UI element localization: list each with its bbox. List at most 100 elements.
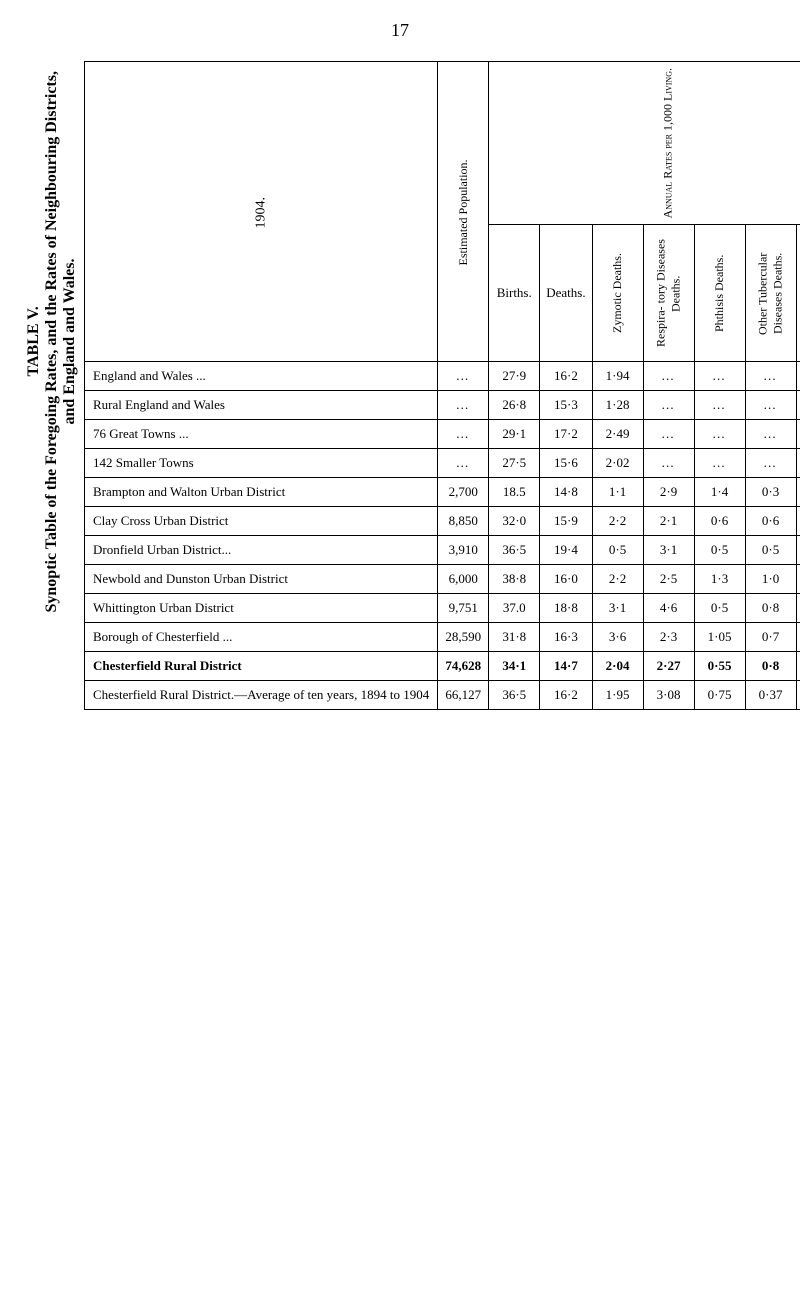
cell-respiratory: 4·6 — [643, 594, 694, 623]
cell-deaths: 14·8 — [540, 478, 592, 507]
cell-births: 27·5 — [489, 449, 540, 478]
table-row: England and Wales ...…27·916·21·94………146 — [85, 362, 800, 391]
cell-pop: … — [438, 362, 489, 391]
cell-deaths: 18·8 — [540, 594, 592, 623]
col-zymotic: Zymotic Deaths. — [592, 225, 643, 362]
cell-zymotic: 1·94 — [592, 362, 643, 391]
cell-infant: 81·5 — [796, 565, 800, 594]
table-title: TABLE V. Synoptic Table of the Foregoing… — [20, 61, 84, 623]
cell-other_tub: 0·3 — [745, 478, 796, 507]
cell-zymotic: 2·02 — [592, 449, 643, 478]
cell-other_tub: 0·8 — [745, 652, 796, 681]
cell-phthisis: 1·3 — [694, 565, 745, 594]
cell-other_tub: 0·8 — [745, 594, 796, 623]
cell-phthisis: 0·5 — [694, 536, 745, 565]
col-deaths: Deaths. — [540, 225, 592, 362]
cell-other_tub: 1·0 — [745, 565, 796, 594]
cell-infant: 118 — [796, 536, 800, 565]
cell-deaths: 14·7 — [540, 652, 592, 681]
cell-deaths: 15·3 — [540, 391, 592, 420]
cell-births: 38·8 — [489, 565, 540, 594]
cell-phthisis: 0·55 — [694, 652, 745, 681]
district-name: Dronfield Urban District... — [85, 536, 438, 565]
cell-other_tub: … — [745, 391, 796, 420]
cell-zymotic: 2·2 — [592, 507, 643, 536]
cell-phthisis: … — [694, 362, 745, 391]
cell-infant: 171 — [796, 507, 800, 536]
cell-births: 26·8 — [489, 391, 540, 420]
col-births: Births. — [489, 225, 540, 362]
cell-other_tub: 0·7 — [745, 623, 796, 652]
cell-phthisis: 1·4 — [694, 478, 745, 507]
table-row: Rural England and Wales…26·815·31·28………1… — [85, 391, 800, 420]
cell-other_tub: 0·37 — [745, 681, 796, 710]
table-row: Chesterfield Rural District74,62834·114·… — [85, 652, 800, 681]
district-name: Clay Cross Urban District — [85, 507, 438, 536]
table-row: Borough of Chesterfield ...28,59031·816·… — [85, 623, 800, 652]
cell-infant: 125 — [796, 391, 800, 420]
cell-births: 36·5 — [489, 536, 540, 565]
cell-deaths: 15·6 — [540, 449, 592, 478]
cell-zymotic: 2·2 — [592, 565, 643, 594]
cell-respiratory: … — [643, 362, 694, 391]
cell-deaths: 16·2 — [540, 681, 592, 710]
cell-phthisis: 0·5 — [694, 594, 745, 623]
cell-phthisis: … — [694, 449, 745, 478]
district-name: 142 Smaller Towns — [85, 449, 438, 478]
cell-phthisis: 1·05 — [694, 623, 745, 652]
cell-deaths: 16·0 — [540, 565, 592, 594]
col-infant: Infant Mortality per 1000 Births. — [796, 225, 800, 362]
cell-pop: 2,700 — [438, 478, 489, 507]
cell-pop: 74,628 — [438, 652, 489, 681]
cell-pop: … — [438, 391, 489, 420]
cell-births: 27·9 — [489, 362, 540, 391]
cell-other_tub: 0·6 — [745, 507, 796, 536]
cell-infant: 146 — [796, 362, 800, 391]
cell-births: 37.0 — [489, 594, 540, 623]
cell-zymotic: 0·5 — [592, 536, 643, 565]
cell-infant: 208 — [796, 594, 800, 623]
section-label: Annual Rates per 1,000 Living. — [489, 62, 800, 225]
col-other-tub: Other Tubercular Diseases Deaths. — [745, 225, 796, 362]
cell-other_tub: … — [745, 362, 796, 391]
cell-phthisis: 0·75 — [694, 681, 745, 710]
cell-respiratory: 2·3 — [643, 623, 694, 652]
cell-zymotic: 1·95 — [592, 681, 643, 710]
cell-infant: 160 — [796, 420, 800, 449]
col-estimated-pop: Estimated Population. — [438, 62, 489, 362]
district-name: Rural England and Wales — [85, 391, 438, 420]
cell-respiratory: 2·1 — [643, 507, 694, 536]
district-name: England and Wales ... — [85, 362, 438, 391]
table-row: Chesterfield Rural District.—Average of … — [85, 681, 800, 710]
table-row: Dronfield Urban District...3,91036·519·4… — [85, 536, 800, 565]
col-respiratory: Respira- tory Diseases Deaths. — [643, 225, 694, 362]
cell-pop: … — [438, 420, 489, 449]
cell-infant: 225 — [796, 478, 800, 507]
cell-pop: … — [438, 449, 489, 478]
cell-pop: 3,910 — [438, 536, 489, 565]
cell-other_tub: … — [745, 449, 796, 478]
cell-respiratory: 2·5 — [643, 565, 694, 594]
district-name: Borough of Chesterfield ... — [85, 623, 438, 652]
table-row: Brampton and Walton Urban District2,7001… — [85, 478, 800, 507]
cell-zymotic: 2·04 — [592, 652, 643, 681]
cell-deaths: 19·4 — [540, 536, 592, 565]
cell-births: 36·5 — [489, 681, 540, 710]
cell-births: 32·0 — [489, 507, 540, 536]
cell-pop: 66,127 — [438, 681, 489, 710]
cell-respiratory: … — [643, 391, 694, 420]
district-name: Whittington Urban District — [85, 594, 438, 623]
table-row: 76 Great Towns ...…29·117·22·49………160 — [85, 420, 800, 449]
cell-other_tub: … — [745, 420, 796, 449]
cell-zymotic: 3·1 — [592, 594, 643, 623]
cell-births: 29·1 — [489, 420, 540, 449]
cell-infant: 154 — [796, 449, 800, 478]
cell-pop: 28,590 — [438, 623, 489, 652]
district-name: Chesterfield Rural District.—Average of … — [85, 681, 438, 710]
cell-respiratory: … — [643, 420, 694, 449]
cell-deaths: 16·3 — [540, 623, 592, 652]
table-container: TABLE V. Synoptic Table of the Foregoing… — [20, 61, 780, 710]
cell-respiratory: 3·1 — [643, 536, 694, 565]
district-name: 76 Great Towns ... — [85, 420, 438, 449]
cell-births: 31·8 — [489, 623, 540, 652]
